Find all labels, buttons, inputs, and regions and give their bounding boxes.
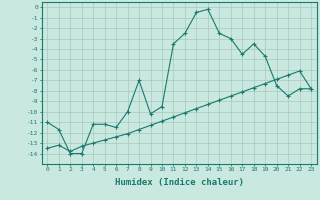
X-axis label: Humidex (Indice chaleur): Humidex (Indice chaleur) (115, 178, 244, 187)
